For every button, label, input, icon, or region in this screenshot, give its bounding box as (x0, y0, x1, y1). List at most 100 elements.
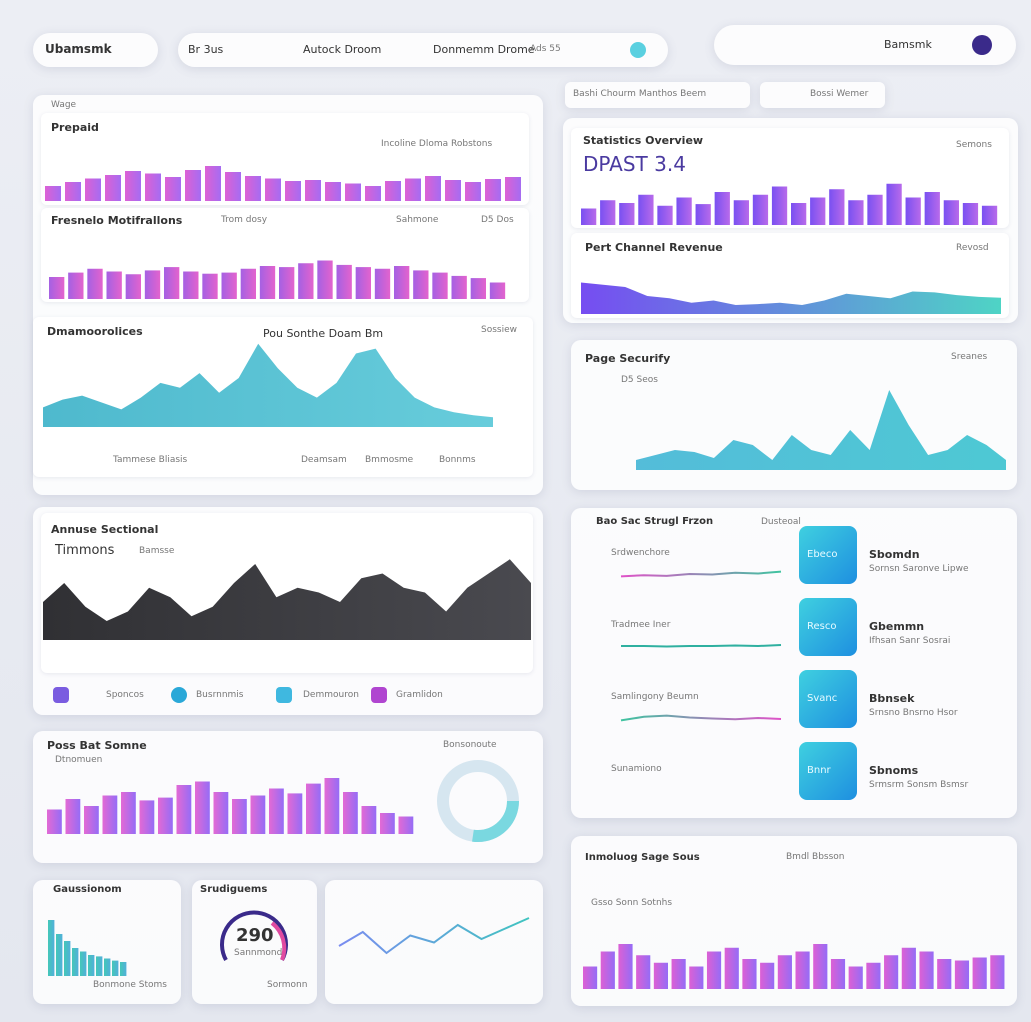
tab-label[interactable]: Bossi Wemer (810, 89, 869, 99)
bar (619, 203, 635, 225)
gauge-label: Sannmond (234, 948, 283, 958)
bar (990, 955, 1005, 989)
label: Dtnomuen (55, 755, 103, 765)
brand[interactable]: Ubamsmk (45, 42, 112, 56)
panel: Srudiguems 290 Sannmond Sormonn (192, 880, 317, 1004)
bar (830, 959, 846, 989)
area-chart (636, 390, 1006, 470)
panel: Gaussionom Bonmone Stoms (33, 880, 181, 1004)
bar (943, 200, 959, 225)
icon[interactable] (371, 687, 387, 703)
bar (810, 197, 826, 225)
label: Wage (51, 100, 77, 110)
bar (886, 183, 902, 225)
bar (919, 951, 934, 989)
nav-link[interactable]: Br 3us (188, 43, 224, 56)
footer: Bonmone Stoms (93, 980, 167, 990)
donut (437, 760, 519, 842)
tag: Bonsonoute (443, 740, 497, 750)
bar (706, 951, 722, 989)
bar (636, 955, 651, 989)
bar (924, 192, 940, 225)
bar (125, 171, 141, 201)
bar (183, 271, 199, 299)
bar (68, 272, 84, 299)
tag: Dusteoal (761, 517, 801, 527)
control[interactable]: Gramlidon (396, 690, 443, 700)
line (620, 714, 782, 722)
bar (355, 267, 371, 299)
card: Pert Channel Revenue Revosd (571, 233, 1009, 318)
card-title: Statistics Overview (583, 134, 704, 147)
bar (250, 795, 266, 834)
panel: Bao Sac Strugl Frzon Dusteoal Srdwenchor… (571, 508, 1017, 818)
user-name[interactable]: Bamsmk (884, 38, 932, 51)
bar (287, 793, 303, 834)
bar (905, 197, 921, 225)
bar (144, 270, 161, 299)
bar (653, 962, 668, 989)
sparkline (621, 789, 781, 791)
filter[interactable]: Trom dosy (221, 215, 268, 225)
note: Incoline Dloma Robstons (381, 139, 493, 149)
bar (733, 200, 749, 225)
bar (88, 955, 95, 976)
bar (158, 797, 173, 834)
bar-chart (583, 944, 1005, 989)
card-subtitle: D5 Seos (621, 375, 658, 385)
nav-link[interactable]: Donmemm Drome (433, 43, 535, 56)
tile[interactable]: Ebeco (799, 526, 857, 584)
tile[interactable]: Svanc (799, 670, 857, 728)
card-subtitle: Gsso Sonn Sotnhs (591, 898, 673, 908)
icon[interactable] (630, 42, 646, 58)
tile[interactable]: Bnnr (799, 742, 857, 800)
bar (324, 778, 340, 834)
nav-link[interactable]: Autock Droom (303, 43, 382, 56)
icon[interactable] (53, 687, 69, 703)
bar (829, 189, 845, 225)
bar (298, 263, 314, 299)
avatar[interactable] (972, 35, 992, 55)
control[interactable]: Demmouron (303, 690, 359, 700)
bar (901, 947, 916, 989)
bar (489, 282, 506, 299)
tab[interactable]: Bossi Wemer (760, 82, 885, 108)
bar (618, 944, 633, 989)
bar (689, 966, 704, 989)
bar (259, 266, 276, 299)
bar (343, 792, 358, 834)
tile-label: Svanc (807, 693, 838, 704)
icon[interactable] (276, 687, 292, 703)
footer: Sormonn (267, 980, 308, 990)
bar (65, 799, 81, 834)
panel: Poss Bat Somne Bonsonoute Dtnomuen (33, 731, 543, 863)
icon[interactable] (171, 687, 187, 703)
tab[interactable]: Bashi Chourm Manthos Beem (565, 82, 750, 108)
panel: Statistics Overview DPAST 3.4 Semons Per… (563, 118, 1018, 323)
item-title: Tradmee Iner (611, 620, 671, 630)
tile[interactable]: Resco (799, 598, 857, 656)
tab-label[interactable]: Bashi Chourm Manthos Beem (573, 89, 707, 99)
bar (84, 806, 99, 834)
bar (848, 966, 863, 989)
control[interactable]: Sponcos (106, 690, 144, 700)
card-title: Bao Sac Strugl Frzon (596, 516, 714, 527)
search[interactable]: Ads 55 (530, 44, 561, 54)
bar (240, 268, 256, 299)
bar (505, 177, 521, 201)
bar (165, 177, 181, 201)
line (338, 917, 530, 955)
bar (96, 956, 103, 976)
bar (164, 267, 180, 299)
bar (49, 277, 65, 299)
control[interactable]: Busrnnmis (196, 690, 244, 700)
bar (102, 795, 118, 834)
bar (380, 813, 395, 834)
bar (848, 200, 864, 225)
bar (285, 181, 301, 201)
tile-label: Resco (807, 621, 837, 632)
meta: D5 Dos (481, 215, 514, 225)
bar (425, 176, 441, 201)
item-title: Sunamiono (611, 764, 662, 774)
bar-chart (48, 920, 127, 976)
